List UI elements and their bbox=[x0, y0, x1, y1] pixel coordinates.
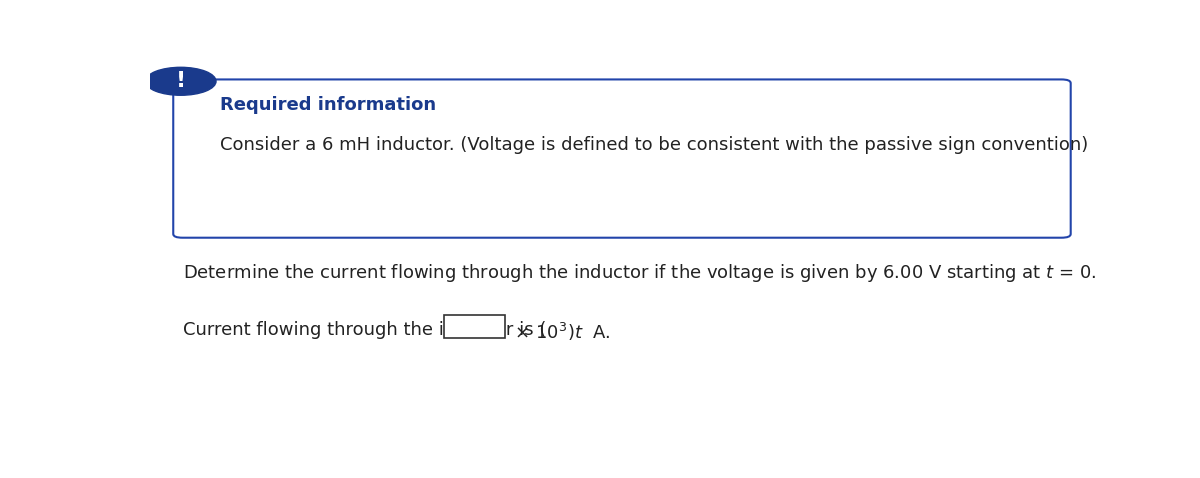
Circle shape bbox=[145, 67, 216, 95]
FancyBboxPatch shape bbox=[444, 315, 505, 338]
Text: Determine the current flowing through the inductor if the voltage is given by 6.: Determine the current flowing through th… bbox=[182, 261, 1096, 283]
Text: Required information: Required information bbox=[220, 96, 436, 114]
FancyBboxPatch shape bbox=[173, 79, 1070, 238]
Text: × 10$^{3}$)$t$  A.: × 10$^{3}$)$t$ A. bbox=[509, 321, 611, 343]
Text: Current flowing through the inductor is (: Current flowing through the inductor is … bbox=[182, 321, 546, 338]
Text: !: ! bbox=[175, 71, 186, 91]
Text: Consider a 6 mH inductor. (Voltage is defined to be consistent with the passive : Consider a 6 mH inductor. (Voltage is de… bbox=[220, 137, 1088, 154]
